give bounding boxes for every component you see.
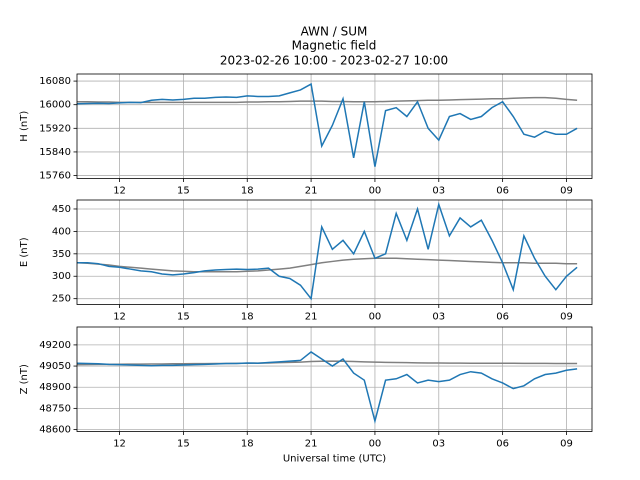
x-tick-label: 18 (241, 439, 254, 450)
x-tick-label: 06 (496, 186, 509, 197)
data-line (77, 96, 578, 104)
x-tick-label: 21 (305, 186, 318, 197)
x-tick-label: 15 (177, 186, 190, 197)
title-line: 2023-02-26 10:00 - 2023-02-27 10:00 (220, 54, 448, 68)
y-tick-label: 48900 (39, 382, 71, 393)
x-tick-label: 15 (177, 312, 190, 323)
data-line (77, 201, 578, 301)
y-tick-label: 250 (52, 294, 71, 305)
x-tick-label: 09 (560, 312, 573, 323)
y-tick-label: 16000 (39, 100, 71, 111)
y-tick-label: 300 (52, 271, 71, 282)
x-tick-label: 00 (369, 312, 382, 323)
x-tick-label: 03 (432, 186, 445, 197)
x-tick-label: 12 (113, 439, 126, 450)
plot-frame (76, 199, 593, 305)
x-tick-label: 21 (305, 439, 318, 450)
plot-frame (76, 73, 593, 179)
y-tick-label: 15840 (39, 147, 71, 158)
x-tick-label: 00 (369, 439, 382, 450)
x-tick-label: 12 (113, 312, 126, 323)
x-tick-label: 09 (560, 439, 573, 450)
data-line (77, 351, 578, 425)
x-tick-label: 15 (177, 439, 190, 450)
y-tick-label: 15920 (39, 123, 71, 134)
plot-frame (76, 326, 593, 432)
data-line (77, 360, 578, 366)
y-tick-label: 15760 (39, 171, 71, 182)
title-line: Magnetic field (292, 39, 377, 53)
x-tick-label: 18 (241, 186, 254, 197)
x-tick-label: 03 (432, 312, 445, 323)
x-axis-label: Universal time (UTC) (283, 454, 386, 465)
x-tick-label: 21 (305, 312, 318, 323)
x-tick-label: 06 (496, 312, 509, 323)
y-tick-label: 48750 (39, 403, 71, 414)
x-tick-label: 12 (113, 186, 126, 197)
y-axis-label: E (nT) (19, 237, 30, 267)
y-axis-label: H (nT) (19, 111, 30, 142)
x-tick-label: 18 (241, 312, 254, 323)
y-tick-label: 49200 (39, 340, 71, 351)
x-tick-label: 00 (369, 186, 382, 197)
y-axis-label: Z (nT) (19, 364, 30, 394)
data-line (77, 257, 578, 273)
y-tick-label: 49050 (39, 361, 71, 372)
x-tick-label: 03 (432, 439, 445, 450)
x-tick-label: 09 (560, 186, 573, 197)
data-line (77, 82, 578, 167)
y-tick-label: 450 (52, 204, 71, 215)
title-line: AWN / SUM (301, 25, 368, 39)
y-tick-label: 400 (52, 226, 71, 237)
y-tick-label: 48600 (39, 425, 71, 436)
x-tick-label: 06 (496, 439, 509, 450)
y-tick-label: 350 (52, 249, 71, 260)
y-tick-label: 16080 (39, 76, 71, 87)
